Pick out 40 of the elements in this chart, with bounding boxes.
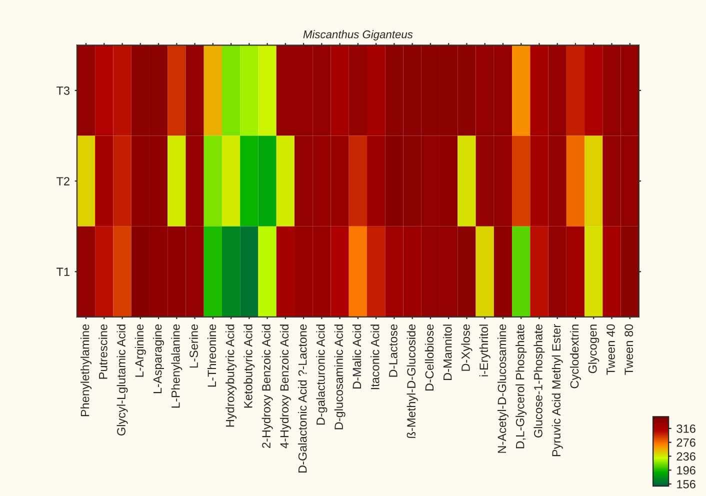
x-tick-label: D-Cellobiose (424, 324, 434, 390)
x-tick-label: Glycogen (588, 324, 600, 374)
x-tick-label: Hydroxybutyric Acid (226, 324, 237, 427)
x-tick-label: Tween 40 (606, 324, 615, 375)
x-tick-label: Tween 80 (624, 324, 634, 375)
x-tick-label: N-Acetyl-D-Glucosamine (497, 324, 508, 453)
color-bar-label: 316 (676, 424, 696, 433)
x-tick-label: L-Threonine (207, 324, 216, 387)
x-tick-label: D,L-Glycerol Phosphate (516, 324, 527, 448)
x-tick-label: D-Xylose (461, 324, 472, 371)
x-tick-label: ß-Methyl-D-Glucoside (406, 324, 418, 438)
x-tick-label: D-Malic Acid (352, 324, 362, 389)
color-bar-label: 196 (677, 466, 696, 475)
color-bar-label: 276 (676, 438, 696, 447)
x-tick-label: Cyclodextrin (570, 324, 581, 388)
x-tick-label: D-glucosaminic Acid (334, 324, 346, 430)
x-tick-label: L-Arginine (134, 324, 146, 377)
x-tick-label: Glucose-1-Phosphate (534, 324, 545, 438)
x-tick-label: D-galacturonic Acid (316, 324, 328, 425)
y-tick-label: T1 (56, 268, 70, 276)
x-tick-label: Glycyl-Lglutamic Acid (116, 324, 128, 436)
x-tick-label: L-Serine (189, 324, 198, 368)
color-bar-label: 156 (677, 480, 696, 488)
x-tick-label: L-Asparagine (153, 324, 164, 394)
y-tick-label: T3 (56, 86, 70, 95)
x-tick-label: 4-Hydroxy Benzoic Acid (280, 324, 291, 448)
y-tick-label: T2 (56, 177, 70, 186)
chart-title: Miscanthus Giganteus (303, 30, 413, 40)
x-tick-label: Pyruvic Acid Methyl Ester (552, 324, 563, 456)
x-tick-label: Itaconic Acid (370, 324, 380, 390)
x-tick-label: D-Lactose (389, 324, 398, 377)
x-tick-label: Putrescine (98, 324, 108, 379)
x-tick-label: Ketobutyric Acid (244, 324, 255, 408)
x-tick-label: L-Phenylalanine (171, 324, 182, 408)
x-tick-label: D-Mannitol (443, 324, 452, 380)
x-tick-label: i-Erythritol (479, 324, 490, 376)
x-tick-label: Phenylethylamine (80, 324, 92, 416)
x-tick-label: D-Galactonic Acid ?-Lactone (298, 324, 307, 473)
x-tick-label: 2-Hydroxy Benzoic Acid (262, 324, 273, 448)
color-bar-label: 236 (676, 452, 696, 461)
